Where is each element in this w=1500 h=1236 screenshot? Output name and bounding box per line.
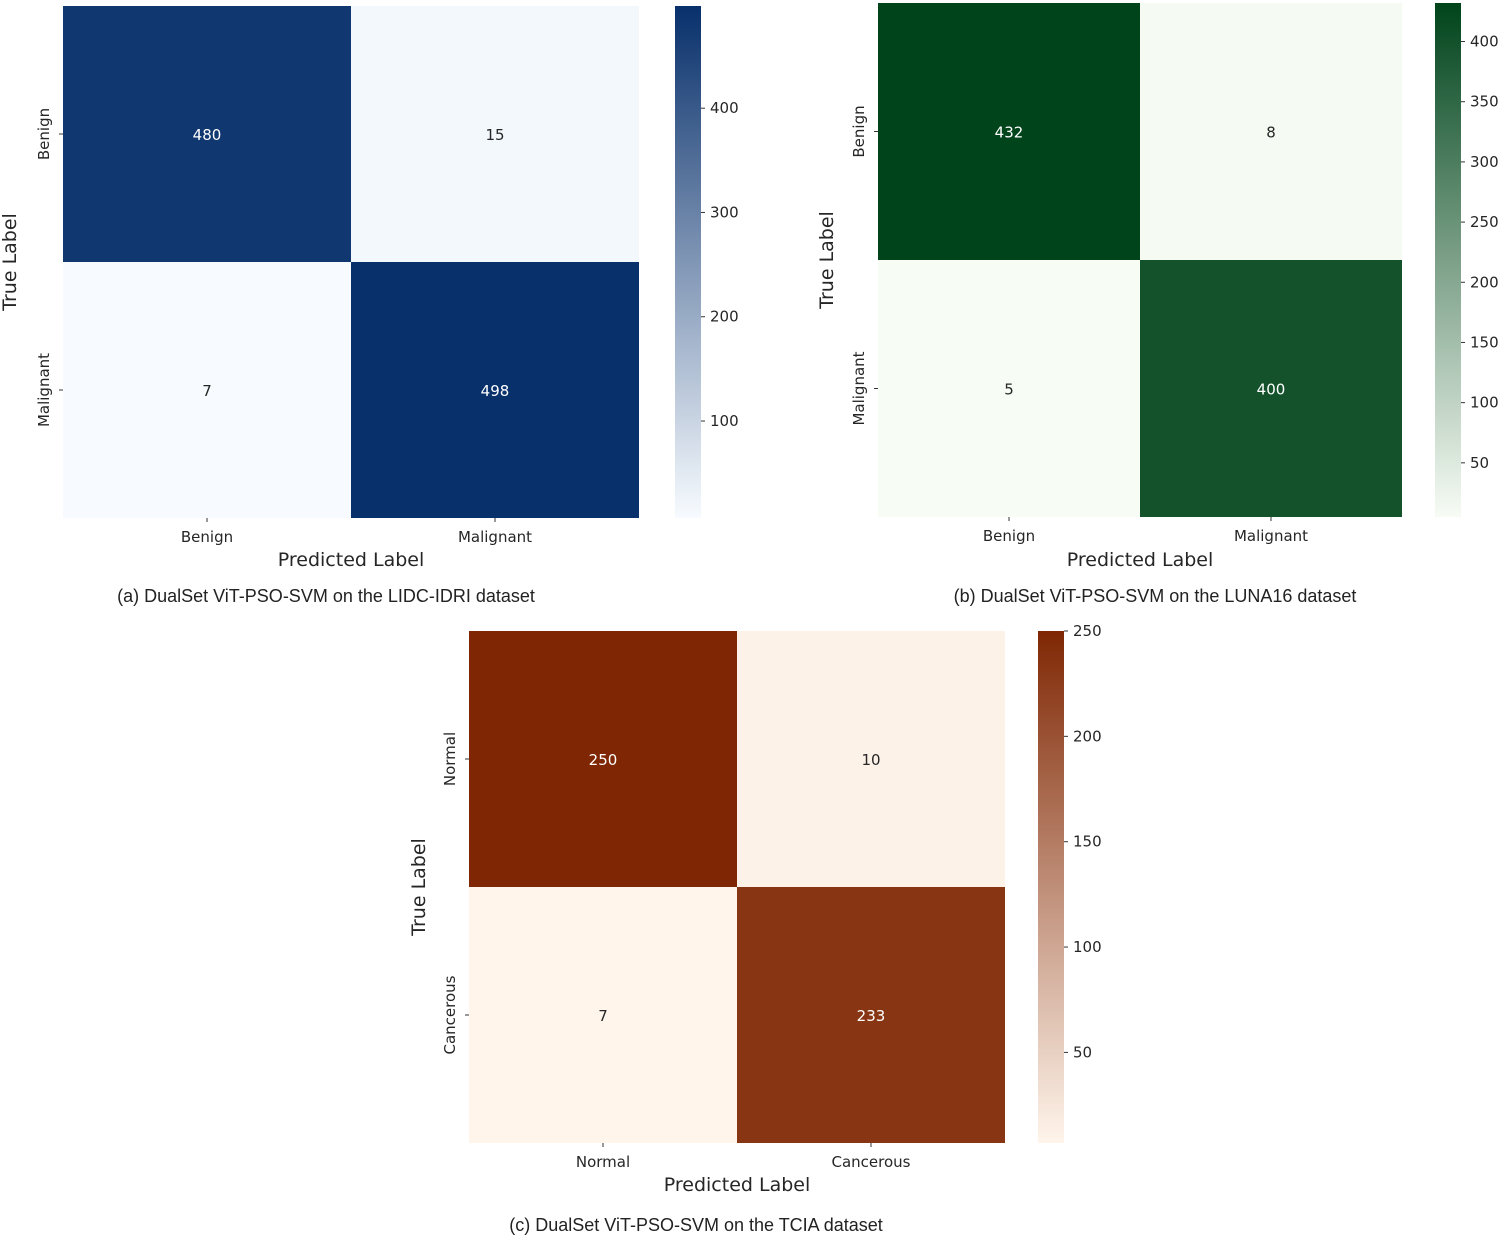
colorbar xyxy=(1435,3,1461,517)
caption-b: (b) DualSet ViT-PSO-SVM on the LUNA16 da… xyxy=(953,586,1357,606)
colorbar-tick-label: 250 xyxy=(1470,213,1499,231)
colorbar-tick-label: 50 xyxy=(1470,454,1489,472)
colorbar xyxy=(675,6,701,518)
cell-value: 7 xyxy=(598,1007,608,1025)
x-tick-label: Normal xyxy=(576,1153,630,1171)
colorbar-tick-label: 400 xyxy=(1470,33,1499,51)
cell-value: 498 xyxy=(481,382,510,400)
cell-value: 10 xyxy=(861,751,880,769)
y-tick-label: Benign xyxy=(850,105,868,157)
colorbar xyxy=(1038,631,1064,1143)
x-axis-label: Predicted Label xyxy=(664,1174,811,1196)
x-axis-label: Predicted Label xyxy=(1067,549,1214,571)
colorbar-tick-label: 200 xyxy=(1073,727,1102,745)
colorbar-tick-label: 200 xyxy=(710,308,739,326)
y-axis-label: True Label xyxy=(408,838,430,937)
cell-value: 15 xyxy=(485,126,504,144)
confusion-matrix-0: 480 15 7 498 Benign Malignant Benign Malignant P… xyxy=(0,6,739,571)
cell-value: 7 xyxy=(202,382,212,400)
y-axis-label: True Label xyxy=(0,213,21,312)
cell-r1-c1 xyxy=(1140,260,1402,517)
colorbar-tick-label: 350 xyxy=(1470,93,1499,111)
x-tick-label: Benign xyxy=(983,527,1035,545)
cell-r1-c0 xyxy=(63,262,351,518)
x-tick-label: Malignant xyxy=(1234,527,1308,545)
x-tick-label: Cancerous xyxy=(832,1153,911,1171)
confusion-matrix-1: 432 8 5 400 Benign Malignant Benign Malignant Pr… xyxy=(816,3,1499,571)
confusion-matrix-2: 250 10 7 233 Normal Cancerous Normal Cancerous P… xyxy=(408,622,1102,1196)
cell-r1-c0 xyxy=(469,887,737,1143)
colorbar-tick-label: 250 xyxy=(1073,622,1102,640)
cell-value: 432 xyxy=(995,124,1024,142)
colorbar-tick-label: 150 xyxy=(1073,833,1102,851)
colorbar-tick-label: 100 xyxy=(1073,938,1102,956)
colorbar-tick-label: 150 xyxy=(1470,333,1499,351)
cell-value: 5 xyxy=(1004,381,1014,399)
caption-c: (c) DualSet ViT-PSO-SVM on the TCIA data… xyxy=(509,1215,883,1235)
cell-r0-c0 xyxy=(63,6,351,262)
y-tick-label: Malignant xyxy=(850,351,868,425)
cell-r1-c1 xyxy=(351,262,639,518)
cell-r0-c0 xyxy=(469,631,737,887)
y-tick-label: Benign xyxy=(35,108,53,160)
y-axis-label: True Label xyxy=(816,211,838,310)
cell-value: 233 xyxy=(857,1007,886,1025)
cell-r1-c0 xyxy=(878,260,1140,517)
cell-value: 480 xyxy=(193,126,222,144)
colorbar-tick-label: 200 xyxy=(1470,273,1499,291)
x-tick-label: Benign xyxy=(181,528,233,546)
y-tick-label: Normal xyxy=(441,732,459,786)
colorbar-tick-label: 50 xyxy=(1073,1043,1092,1061)
cell-r0-c1 xyxy=(737,631,1005,887)
x-tick-label: Malignant xyxy=(458,528,532,546)
cell-r0-c0 xyxy=(878,3,1140,260)
colorbar-tick-label: 300 xyxy=(1470,153,1499,171)
y-tick-label: Malignant xyxy=(35,353,53,427)
cell-r0-c1 xyxy=(1140,3,1402,260)
cell-value: 8 xyxy=(1266,124,1276,142)
cell-r1-c1 xyxy=(737,887,1005,1143)
cell-value: 250 xyxy=(589,751,618,769)
colorbar-tick-label: 100 xyxy=(710,412,739,430)
colorbar-tick-label: 100 xyxy=(1470,394,1499,412)
x-axis-label: Predicted Label xyxy=(278,549,425,571)
cell-r0-c1 xyxy=(351,6,639,262)
colorbar-tick-label: 300 xyxy=(710,203,739,221)
colorbar-tick-label: 400 xyxy=(710,99,739,117)
caption-a: (a) DualSet ViT-PSO-SVM on the LIDC-IDRI… xyxy=(117,586,535,606)
cell-value: 400 xyxy=(1257,381,1286,399)
y-tick-label: Cancerous xyxy=(441,975,459,1054)
